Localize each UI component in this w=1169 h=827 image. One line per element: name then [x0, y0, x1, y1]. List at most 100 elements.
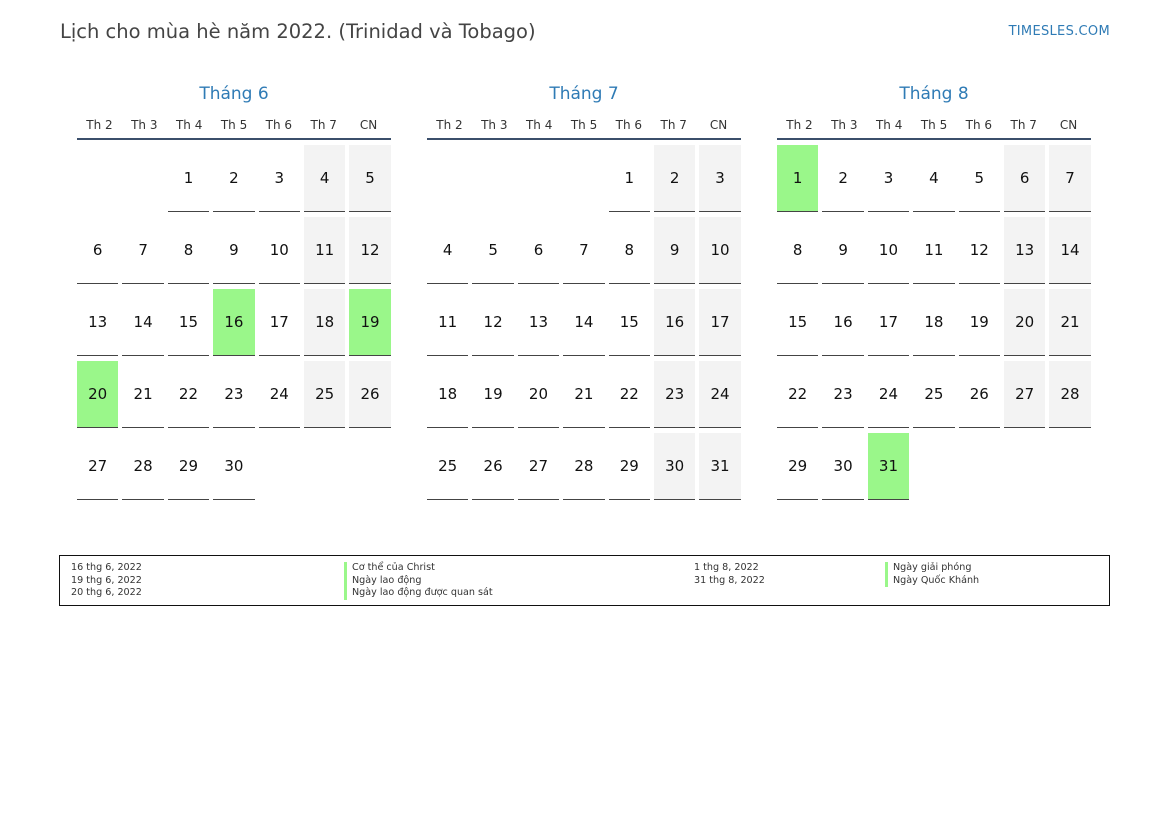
day-cell[interactable]: 11 [303, 217, 346, 284]
day-cell[interactable]: 11 [913, 217, 955, 284]
day-cell[interactable]: 2 [822, 145, 864, 212]
day-cell[interactable]: 12 [472, 289, 514, 356]
day-cell[interactable]: 7 [122, 217, 164, 284]
day-cell[interactable]: 17 [699, 289, 741, 356]
day-cell[interactable]: 27 [1003, 361, 1046, 428]
day-cell[interactable]: 8 [167, 217, 210, 284]
holiday-day-cell[interactable]: 19 [349, 289, 391, 356]
day-cell[interactable]: 13 [77, 289, 119, 356]
day-cell[interactable]: 30 [653, 433, 696, 500]
day-cell[interactable]: 16 [822, 289, 864, 356]
day-cell[interactable]: 28 [122, 433, 164, 500]
day-cell[interactable]: 29 [167, 433, 210, 500]
day-cell[interactable]: 14 [122, 289, 164, 356]
day-cell[interactable]: 9 [653, 217, 696, 284]
day-cell[interactable]: 27 [77, 433, 119, 500]
day-cell[interactable]: 4 [427, 217, 469, 284]
day-cell[interactable]: 23 [653, 361, 696, 428]
day-cell[interactable]: 22 [608, 361, 650, 428]
day-cell[interactable]: 20 [517, 361, 560, 428]
day-cell[interactable]: 22 [167, 361, 210, 428]
day-cell[interactable]: 1 [608, 145, 650, 212]
day-cell[interactable]: 4 [913, 145, 955, 212]
day-cell[interactable]: 5 [349, 145, 391, 212]
day-cell[interactable]: 6 [1003, 145, 1046, 212]
day-cell[interactable]: 8 [777, 217, 819, 284]
day-cell[interactable]: 2 [213, 145, 255, 212]
day-cell[interactable]: 9 [822, 217, 864, 284]
day-cell[interactable]: 4 [303, 145, 346, 212]
day-cell[interactable]: 23 [822, 361, 864, 428]
day-cell[interactable]: 3 [258, 145, 300, 212]
day-cell[interactable]: 6 [77, 217, 119, 284]
day-cell[interactable]: 21 [563, 361, 605, 428]
day-cell[interactable]: 5 [472, 217, 514, 284]
day-cell[interactable]: 21 [122, 361, 164, 428]
site-link[interactable]: TIMESLES.COM [1008, 24, 1110, 39]
day-cell[interactable]: 5 [958, 145, 1000, 212]
day-cell[interactable]: 1 [167, 145, 210, 212]
day-cell[interactable]: 18 [913, 289, 955, 356]
day-cell[interactable]: 25 [427, 433, 469, 500]
day-cell[interactable]: 26 [349, 361, 391, 428]
day-cell[interactable]: 18 [427, 361, 469, 428]
weekday-label: Th 3 [831, 118, 858, 132]
day-cell[interactable]: 26 [472, 433, 514, 500]
day-cell[interactable]: 12 [349, 217, 391, 284]
day-cell[interactable]: 6 [517, 217, 560, 284]
day-cell[interactable]: 9 [213, 217, 255, 284]
day-cell[interactable]: 29 [608, 433, 650, 500]
day-cell[interactable]: 30 [213, 433, 255, 500]
holiday-legend: 16 thg 6, 2022 19 thg 6, 2022 20 thg 6, … [59, 555, 1110, 606]
empty-cell [77, 145, 118, 211]
day-cell[interactable]: 29 [777, 433, 819, 500]
day-cell[interactable]: 15 [777, 289, 819, 356]
day-cell[interactable]: 2 [653, 145, 696, 212]
holiday-day-cell[interactable]: 1 [777, 145, 819, 212]
day-cell[interactable]: 7 [563, 217, 605, 284]
day-cell[interactable]: 19 [472, 361, 514, 428]
day-cell[interactable]: 16 [653, 289, 696, 356]
day-cell[interactable]: 17 [258, 289, 300, 356]
day-cell[interactable]: 3 [867, 145, 910, 212]
day-cell[interactable]: 23 [213, 361, 255, 428]
day-cell[interactable]: 30 [822, 433, 864, 500]
day-cell[interactable]: 15 [608, 289, 650, 356]
day-cell[interactable]: 18 [303, 289, 346, 356]
day-cell[interactable]: 12 [958, 217, 1000, 284]
day-cell[interactable]: 15 [167, 289, 210, 356]
legend-holiday-name: Ngày Quốc Khánh [885, 574, 979, 588]
day-cell[interactable]: 28 [563, 433, 605, 500]
day-cell[interactable]: 13 [1003, 217, 1046, 284]
day-cell[interactable]: 10 [258, 217, 300, 284]
day-cell[interactable]: 17 [867, 289, 910, 356]
day-cell[interactable]: 25 [913, 361, 955, 428]
day-cell[interactable]: 25 [303, 361, 346, 428]
holiday-day-cell[interactable]: 20 [77, 361, 119, 428]
day-cell[interactable]: 26 [958, 361, 1000, 428]
day-cell[interactable]: 21 [1049, 289, 1091, 356]
day-cell[interactable]: 31 [699, 433, 741, 500]
day-cell[interactable]: 11 [427, 289, 469, 356]
day-cell[interactable]: 7 [1049, 145, 1091, 212]
day-cell[interactable]: 28 [1049, 361, 1091, 428]
day-cell[interactable]: 14 [563, 289, 605, 356]
day-cell[interactable]: 13 [517, 289, 560, 356]
holiday-day-cell[interactable]: 16 [213, 289, 255, 356]
day-cell[interactable]: 27 [517, 433, 560, 500]
day-cell[interactable]: 8 [608, 217, 650, 284]
day-cell[interactable]: 24 [867, 361, 910, 428]
day-cell[interactable]: 10 [699, 217, 741, 284]
day-cell[interactable]: 14 [1049, 217, 1091, 284]
day-cell[interactable]: 20 [1003, 289, 1046, 356]
legend-dates-left: 16 thg 6, 2022 19 thg 6, 2022 20 thg 6, … [71, 562, 142, 600]
day-cell[interactable]: 22 [777, 361, 819, 428]
day-cell[interactable]: 24 [699, 361, 741, 428]
day-cell[interactable]: 19 [958, 289, 1000, 356]
day-cell[interactable]: 10 [867, 217, 910, 284]
holiday-day-cell[interactable]: 31 [867, 433, 910, 500]
day-cell[interactable]: 24 [258, 361, 300, 428]
weekday-label: CN [709, 118, 728, 132]
weekday-label: Th 7 [310, 118, 337, 132]
day-cell[interactable]: 3 [699, 145, 741, 212]
